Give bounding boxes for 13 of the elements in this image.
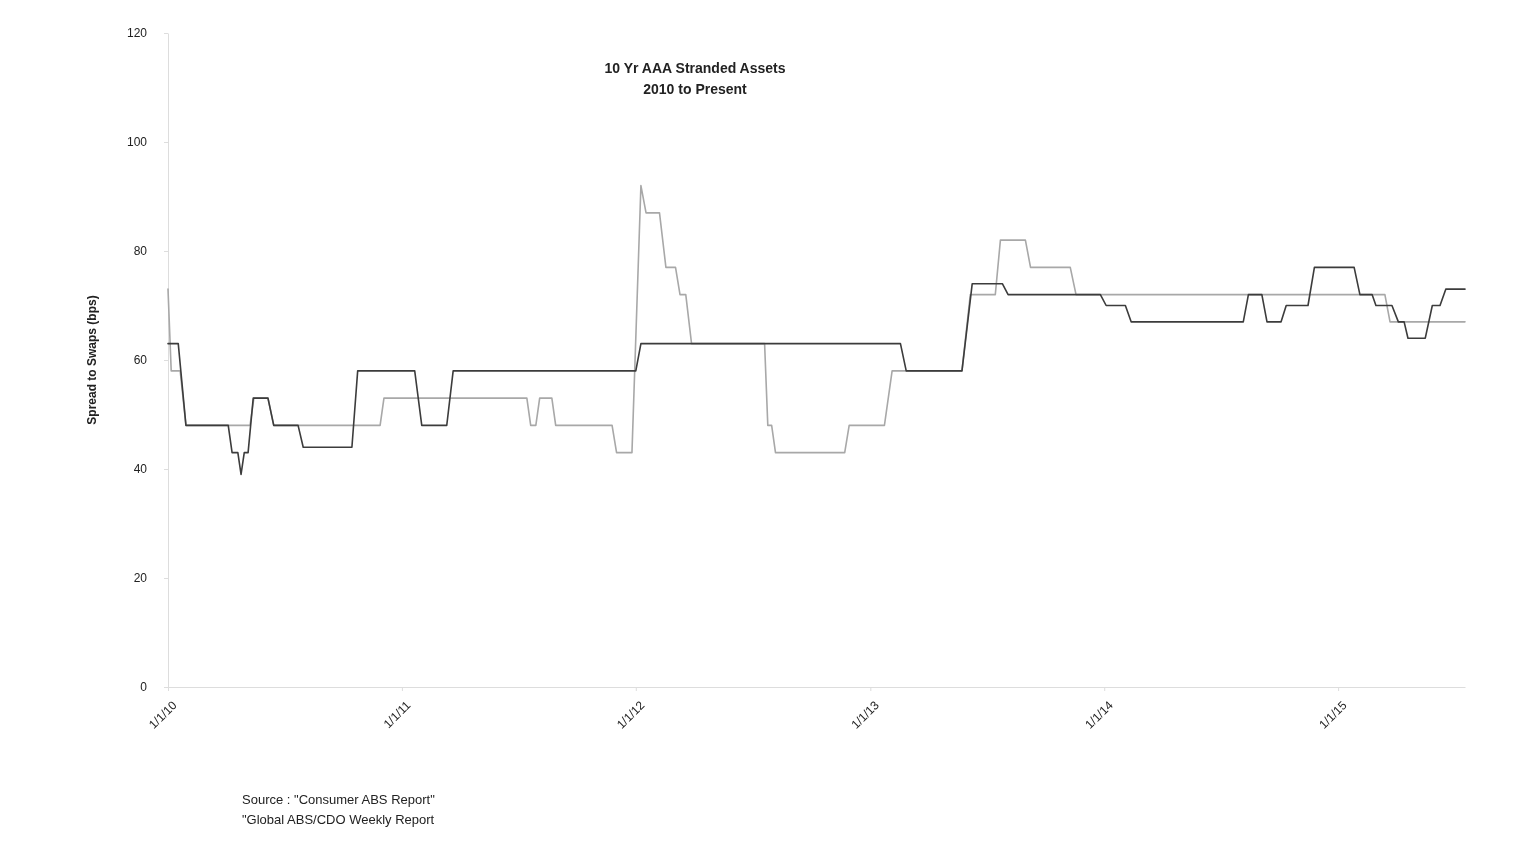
text: "Global ABS/CDO Weekly Report — [242, 812, 435, 827]
text: 10 Yr AAA Stranded Assets — [604, 60, 786, 76]
y-axis-title: Spread to Swaps (bps) — [85, 295, 99, 425]
y-tick-label: 80 — [133, 244, 148, 259]
y-tick-label: 20 — [133, 571, 148, 586]
y-tick-label: 0 — [140, 680, 148, 695]
line-series — [167, 266, 1466, 476]
y-tick-label: 40 — [133, 462, 148, 477]
y-tick-label: 120 — [126, 26, 148, 41]
y-tick-label: 100 — [126, 135, 148, 150]
source-note: Source : "Consumer ABS Report" — [242, 792, 436, 807]
text: 2010 to Present — [643, 81, 748, 97]
y-tick-label: 60 — [133, 353, 148, 368]
